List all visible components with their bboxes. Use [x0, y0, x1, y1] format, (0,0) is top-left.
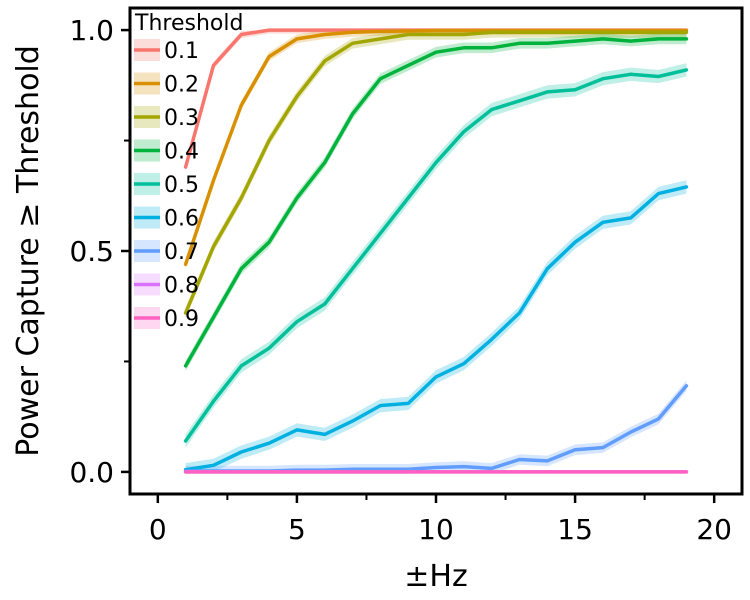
series-band-0.1: [185, 30, 687, 171]
series-band-0.4: [185, 33, 687, 372]
series-band-0.2: [185, 30, 687, 269]
series-line-0.3: [183, 30, 689, 315]
series-lines: [183, 28, 689, 474]
x-axis-label: ±Hz: [404, 559, 467, 594]
legend-label: 0.4: [164, 140, 199, 165]
legend-label: 0.3: [164, 106, 199, 131]
y-tick-label: 0.5: [69, 235, 114, 268]
x-tick-label: 0: [149, 513, 167, 546]
legend-label: 0.5: [164, 173, 199, 198]
legend-title: Threshold: [134, 11, 243, 36]
legend-label: 0.8: [164, 274, 199, 299]
x-tick-label: 15: [557, 513, 593, 546]
legend-label: 0.9: [164, 307, 199, 332]
legend: Threshold 0.1 0.2 0.3 0.4 0.5 0.6 0.7 0.8 0.9: [134, 11, 243, 332]
series-line-0.6: [183, 185, 689, 472]
legend-label: 0.7: [164, 240, 199, 265]
legend-label: 0.1: [164, 39, 199, 64]
series-line-0.7: [183, 384, 689, 473]
y-tick-label: 1.0: [69, 14, 114, 47]
tick-marks: 0 5 10 15 20 0.0 0.5 1.0: [69, 14, 732, 546]
x-tick-label: 10: [418, 513, 454, 546]
y-tick-label: 0.0: [69, 456, 114, 489]
legend-label: 0.2: [164, 73, 199, 98]
y-axis-label: Power Capture ≥ Threshold: [11, 45, 46, 457]
x-tick-label: 20: [696, 513, 732, 546]
series-band-0.7: [185, 380, 687, 474]
legend-label: 0.6: [164, 207, 199, 232]
series-line-0.4: [183, 37, 689, 368]
series-line-0.2: [183, 28, 689, 267]
x-tick-label: 5: [288, 513, 306, 546]
series-band-0.6: [185, 180, 687, 474]
series-line-0.5: [183, 68, 689, 443]
